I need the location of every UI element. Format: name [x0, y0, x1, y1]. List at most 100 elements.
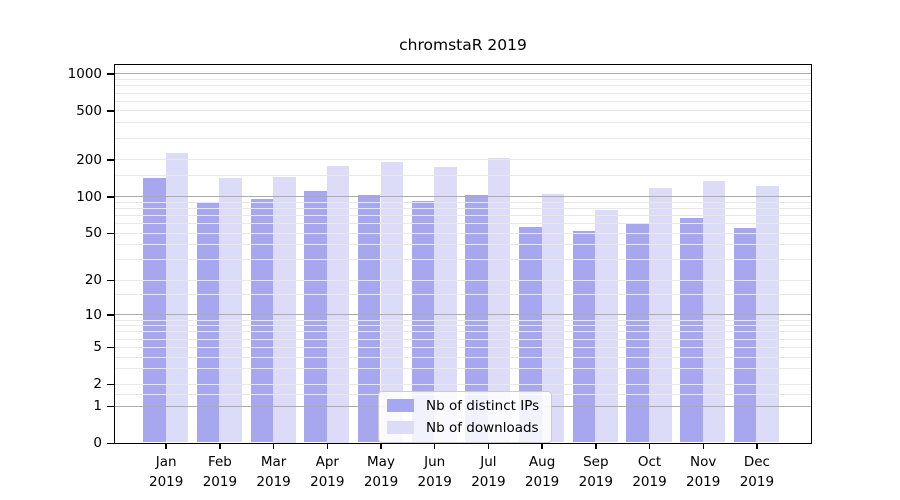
chart-title: chromstaR 2019	[399, 36, 527, 54]
x-tick-mark-dec	[756, 443, 758, 449]
x-tick-mark-apr	[326, 443, 329, 449]
gridline-500	[114, 110, 811, 112]
plot-area	[113, 63, 812, 444]
gridline-4	[114, 356, 811, 358]
gridline-400	[114, 122, 811, 124]
bar-downloads-aug	[541, 193, 565, 443]
gridline-40	[114, 244, 811, 246]
gridline-7	[114, 331, 811, 333]
bar-distinct-ips-nov	[680, 217, 703, 443]
y-tick-mark-0	[107, 442, 114, 444]
y-tick-mark-200	[107, 159, 114, 161]
gridline-900	[114, 79, 811, 81]
gridline-15	[114, 294, 811, 296]
gridline-70	[114, 214, 811, 216]
gridline-100	[114, 196, 811, 197]
x-tick-mark-oct	[648, 443, 651, 449]
bar-downloads-apr	[326, 166, 350, 443]
x-tick-mark-feb	[219, 443, 221, 449]
x-tick-mark-jun	[433, 443, 436, 449]
y-tick-mark-50	[107, 232, 114, 234]
y-tick-mark-1000	[107, 73, 114, 75]
y-tick-label-200: 200	[76, 151, 102, 168]
x-tick-mark-jul	[487, 443, 490, 449]
gridline-20	[114, 279, 811, 281]
y-tick-mark-100	[107, 196, 114, 198]
y-tick-label-100: 100	[76, 188, 102, 205]
y-tick-mark-500	[107, 110, 114, 112]
gridline-80	[114, 207, 811, 209]
bar-downloads-jun	[434, 167, 457, 443]
y-tick-mark-10	[107, 314, 114, 316]
gridline-8	[114, 325, 811, 327]
x-tick-mark-nov	[702, 443, 704, 449]
bar-distinct-ips-dec	[733, 228, 757, 443]
x-tick-mark-may	[380, 443, 382, 449]
legend: Nb of distinct IPs Nb of downloads	[378, 391, 553, 443]
gridline-150	[114, 174, 811, 176]
bar-distinct-ips-sep	[572, 231, 596, 443]
y-tick-label-0: 0	[93, 435, 102, 451]
x-tick-label-feb: Feb 2019	[202, 454, 238, 490]
gridline-10	[114, 314, 811, 316]
bar-downloads-jul	[487, 157, 511, 443]
y-tick-label-2: 2	[93, 376, 102, 393]
x-tick-label-oct: Oct 2019	[632, 454, 667, 490]
gridline-60	[114, 222, 811, 224]
legend-swatch-distinct-ips	[387, 399, 414, 412]
bar-distinct-ips-apr	[304, 191, 327, 443]
x-tick-mark-jan	[165, 443, 167, 449]
y-tick-label-5: 5	[93, 339, 102, 356]
y-tick-label-500: 500	[76, 102, 102, 119]
bar-distinct-ips-feb	[196, 203, 220, 443]
gridline-700	[114, 92, 811, 94]
bar-downloads-nov	[702, 180, 726, 443]
gridline-200	[114, 159, 811, 161]
y-tick-label-1: 1	[93, 398, 102, 414]
y-tick-mark-20	[107, 279, 114, 282]
bar-downloads-dec	[756, 185, 779, 443]
bar-downloads-may	[380, 161, 404, 443]
gridline-1000	[114, 73, 811, 75]
gridline-800	[114, 85, 811, 87]
x-tick-label-apr: Apr 2019	[310, 454, 345, 490]
x-tick-label-mar: Mar 2019	[256, 454, 291, 490]
x-tick-mark-mar	[272, 443, 275, 449]
legend-item-downloads: Nb of downloads	[387, 419, 539, 436]
x-tick-label-nov: Nov 2019	[686, 454, 721, 490]
bar-downloads-feb	[219, 177, 242, 443]
y-tick-mark-1	[107, 405, 114, 407]
bar-distinct-ips-may	[357, 195, 381, 443]
gridline-9	[114, 319, 811, 321]
bar-distinct-ips-oct	[626, 222, 649, 443]
gridline-3	[114, 368, 811, 370]
gridline-50	[114, 232, 811, 234]
x-tick-label-jan: Jan 2019	[149, 454, 184, 490]
legend-label-downloads: Nb of downloads	[426, 419, 539, 436]
legend-item-distinct-ips: Nb of distinct IPs	[387, 397, 539, 414]
y-tick-mark-2	[107, 383, 114, 386]
bar-distinct-ips-jan	[143, 177, 166, 443]
y-tick-label-50: 50	[84, 225, 102, 241]
gridline-6	[114, 338, 811, 340]
bar-distinct-ips-jun	[411, 201, 435, 443]
bar-downloads-mar	[273, 177, 296, 443]
x-tick-label-may: May 2019	[363, 454, 399, 490]
x-tick-label-sep: Sep 2019	[578, 454, 613, 490]
x-tick-mark-sep	[595, 443, 597, 449]
y-tick-label-10: 10	[84, 306, 102, 323]
x-tick-mark-aug	[541, 443, 543, 449]
y-tick-label-20: 20	[84, 272, 102, 289]
legend-swatch-downloads	[387, 421, 414, 434]
gridline-5	[114, 346, 811, 348]
gridline-2	[114, 383, 811, 385]
gridline-90	[114, 201, 811, 203]
x-tick-label-aug: Aug 2019	[524, 454, 560, 490]
y-tick-mark-5	[107, 346, 114, 349]
x-tick-label-jun: Jun 2019	[417, 454, 452, 490]
legend-label-distinct-ips: Nb of distinct IPs	[426, 397, 540, 414]
gridline-600	[114, 100, 811, 102]
gridline-300	[114, 137, 811, 139]
bar-distinct-ips-jul	[465, 195, 488, 443]
